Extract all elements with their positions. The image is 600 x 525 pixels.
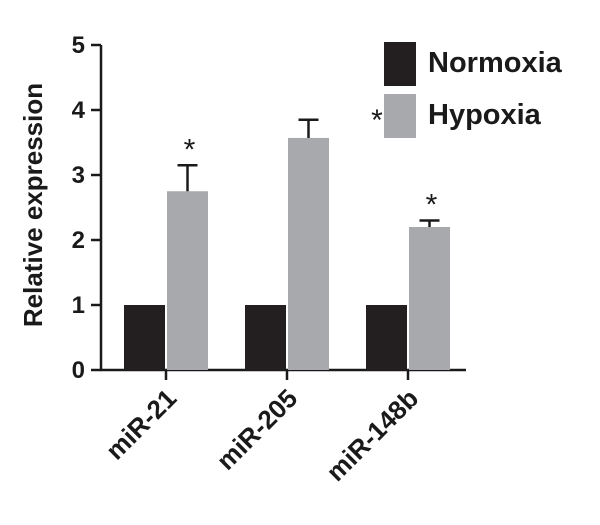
y-tick-label: 3: [72, 162, 85, 189]
y-axis-label: Relative expression: [18, 83, 48, 327]
legend-label: Hypoxia: [428, 99, 542, 131]
bar-hypoxia: [409, 227, 450, 370]
bars: * * *: [124, 104, 450, 370]
bar-normoxia: [366, 305, 407, 370]
significance-marker: *: [426, 189, 438, 222]
bar-normoxia: [124, 305, 165, 370]
legend-swatch: [384, 94, 416, 138]
significance-marker: *: [184, 133, 196, 166]
legend: Normoxia Hypoxia: [384, 42, 563, 138]
y-tick-label: 2: [72, 227, 85, 254]
bar-hypoxia: [167, 191, 208, 370]
legend-swatch: [384, 42, 416, 86]
y-tick-label: 0: [72, 357, 85, 384]
bar-group-mir-205: *: [245, 104, 383, 370]
y-axis: 0 1 2 3 4 5: [72, 32, 103, 384]
bar-group-mir-148b: *: [366, 189, 450, 370]
legend-label: Normoxia: [428, 47, 563, 79]
x-tick-label: miR-21: [100, 383, 183, 466]
bar-hypoxia: [288, 137, 329, 370]
legend-item-hypoxia: Hypoxia: [384, 94, 542, 138]
x-tick-label: miR-148b: [320, 383, 424, 487]
y-tick-label: 1: [72, 292, 85, 319]
x-axis: miR-21 miR-205 miR-148b: [100, 368, 466, 487]
bar-normoxia: [245, 305, 286, 370]
x-tick-label: miR-205: [211, 383, 304, 476]
y-tick-label: 4: [72, 97, 86, 124]
legend-item-normoxia: Normoxia: [384, 42, 563, 86]
bar-group-mir-21: *: [124, 133, 208, 370]
significance-marker: *: [371, 104, 383, 137]
y-tick-label: 5: [72, 32, 85, 59]
